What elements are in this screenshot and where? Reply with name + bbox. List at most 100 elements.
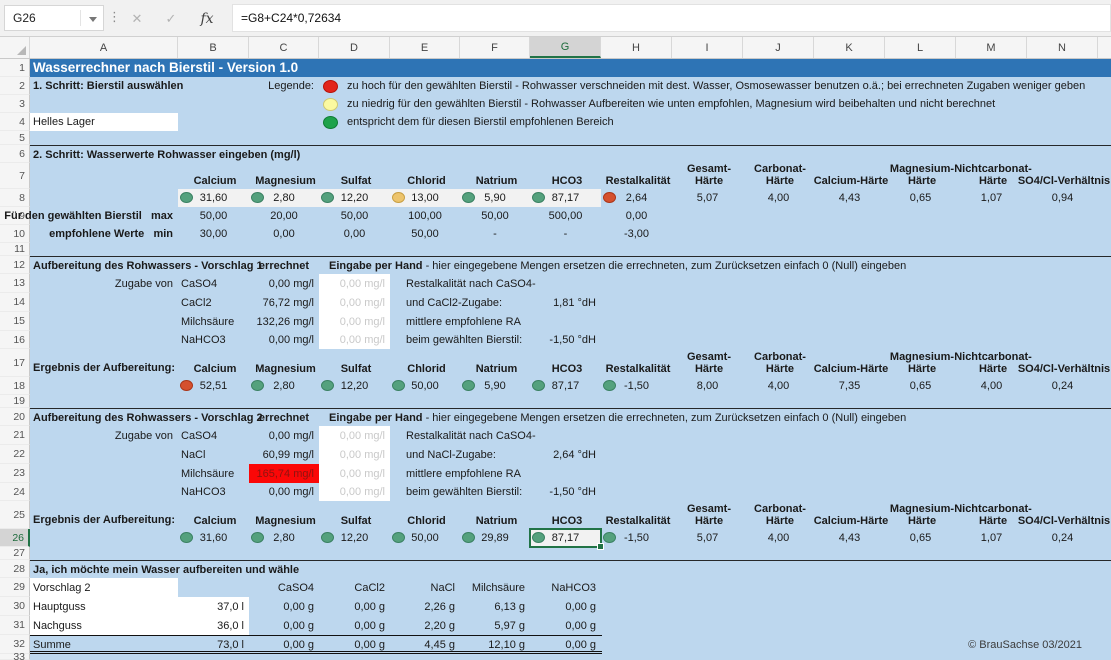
row-header-1[interactable]: 1 bbox=[0, 59, 30, 77]
cell-B10: 30,00 bbox=[178, 225, 249, 243]
cell-text: Magnesium bbox=[255, 514, 316, 527]
column-header-B[interactable]: B bbox=[178, 37, 249, 58]
row-header-5[interactable]: 5 bbox=[0, 131, 30, 145]
row-header-25[interactable]: 25 bbox=[0, 501, 30, 529]
cell-C13: 0,00 mg/l bbox=[249, 274, 319, 293]
cell-D32: 0,00 g bbox=[319, 635, 390, 654]
cell-D8[interactable]: 12,20 bbox=[319, 189, 390, 207]
cell-D13[interactable]: 0,00 mg/l bbox=[319, 274, 390, 293]
name-box-dropdown-icon[interactable] bbox=[89, 17, 97, 22]
cell-text: 0,65 bbox=[909, 380, 932, 392]
row-header-33[interactable]: 33 bbox=[0, 651, 30, 660]
select-all-corner[interactable] bbox=[0, 37, 30, 58]
enter-icon[interactable]: ✓ bbox=[165, 11, 177, 26]
cell-text: Chlorid bbox=[407, 174, 446, 187]
row-header-6[interactable]: 6 bbox=[0, 145, 30, 163]
cell-F8[interactable]: 5,90 bbox=[460, 189, 530, 207]
cell-text: 0,00 g bbox=[565, 600, 596, 613]
row-header-11[interactable]: 11 bbox=[0, 243, 30, 256]
row-header-10[interactable]: 10 bbox=[0, 225, 30, 243]
cell-C8[interactable]: 2,80 bbox=[249, 189, 319, 207]
cell-B30[interactable]: 37,0 l bbox=[178, 597, 249, 616]
cell-D15[interactable]: 0,00 mg/l bbox=[319, 312, 390, 331]
column-header-N[interactable]: N bbox=[1027, 37, 1098, 58]
cell-text: 87,17 bbox=[551, 532, 580, 544]
row-header-31[interactable]: 31 bbox=[0, 616, 30, 635]
cell-text: CaSO4 bbox=[181, 429, 218, 442]
insert-function-icon[interactable]: fx bbox=[200, 11, 214, 27]
row-22: 22 NaCl 60,99 mg/l 0,00 mg/l und NaCl-Zugabe… bbox=[0, 445, 1111, 464]
row-header-27[interactable]: 27 bbox=[0, 547, 30, 560]
row-header-13[interactable]: 13 bbox=[0, 274, 30, 293]
row-header-19[interactable]: 19 bbox=[0, 395, 30, 408]
column-header-F[interactable]: F bbox=[460, 37, 530, 58]
column-header-A[interactable]: A bbox=[30, 37, 178, 58]
column-header-K[interactable]: K bbox=[814, 37, 885, 58]
cell-G8[interactable]: 87,17 bbox=[530, 189, 601, 207]
cell-G29: NaHCO3 bbox=[530, 578, 601, 597]
cell-text: NaCl bbox=[430, 581, 455, 594]
cell-A30[interactable]: Hauptguss bbox=[30, 597, 178, 616]
cell-G26[interactable]: 87,17 bbox=[529, 528, 604, 550]
row-2: 2 1. Schritt: Bierstil auswählen Legende: z… bbox=[0, 77, 1111, 95]
row-header-14[interactable]: 14 bbox=[0, 293, 30, 312]
cell-D21[interactable]: 0,00 mg/l bbox=[319, 426, 390, 445]
row-header-17[interactable]: 17 bbox=[0, 349, 30, 377]
column-header-M[interactable]: M bbox=[956, 37, 1027, 58]
cell-C32: 0,00 g bbox=[249, 635, 319, 654]
cell-text: 5,07 bbox=[696, 532, 719, 544]
cell-text: -1,50 °dH bbox=[549, 334, 596, 346]
cell-A20: Aufbereitung des Rohwassers - Vorschlag … bbox=[30, 409, 263, 426]
column-header-I[interactable]: I bbox=[672, 37, 743, 58]
cell-D24[interactable]: 0,00 mg/l bbox=[319, 483, 390, 501]
row-27: 27 bbox=[0, 547, 1111, 560]
row-header-24[interactable]: 24 bbox=[0, 483, 30, 501]
column-header-E[interactable]: E bbox=[390, 37, 460, 58]
row-header-2[interactable]: 2 bbox=[0, 77, 30, 95]
cell-E13: Restalkalität nach CaSO4- bbox=[390, 274, 536, 293]
name-box[interactable]: G26 bbox=[4, 5, 104, 31]
status-dot-green bbox=[532, 380, 545, 391]
row-header-20[interactable]: 20 bbox=[0, 408, 30, 426]
row-header-21[interactable]: 21 bbox=[0, 426, 30, 445]
cell-A4[interactable]: Helles Lager bbox=[30, 113, 178, 131]
cell-B8[interactable]: 31,60 bbox=[178, 189, 249, 207]
formula-input[interactable]: =G8+C24*0,72634 bbox=[232, 4, 1111, 32]
row-header-8[interactable]: 8 bbox=[0, 189, 30, 207]
row-header-4[interactable]: 4 bbox=[0, 113, 30, 131]
row-header-23[interactable]: 23 bbox=[0, 464, 30, 483]
cell-text: 73,0 l bbox=[217, 638, 244, 651]
row-header-7[interactable]: 7 bbox=[0, 163, 30, 189]
row-header-9[interactable]: 9 bbox=[0, 207, 30, 225]
row-header-30[interactable]: 30 bbox=[0, 597, 30, 616]
column-header-C[interactable]: C bbox=[249, 37, 319, 58]
row-header-26[interactable]: 26 bbox=[0, 529, 30, 547]
status-dot-red bbox=[323, 79, 338, 93]
cell-D22[interactable]: 0,00 mg/l bbox=[319, 445, 390, 464]
row-header-29[interactable]: 29 bbox=[0, 578, 30, 597]
row-header-3[interactable]: 3 bbox=[0, 95, 30, 113]
column-header-D[interactable]: D bbox=[319, 37, 390, 58]
cell-D14[interactable]: 0,00 mg/l bbox=[319, 293, 390, 312]
row-header-28[interactable]: 28 bbox=[0, 560, 30, 578]
cell-H9: 0,00 bbox=[601, 207, 672, 225]
row-header-12[interactable]: 12 bbox=[0, 256, 30, 274]
cell-E8[interactable]: 13,00 bbox=[390, 189, 460, 207]
cell-D16[interactable]: 0,00 mg/l bbox=[319, 331, 390, 349]
row-header-18[interactable]: 18 bbox=[0, 377, 30, 395]
cell-A31[interactable]: Nachguss bbox=[30, 616, 178, 635]
column-header-H[interactable]: H bbox=[601, 37, 672, 58]
row-header-16[interactable]: 16 bbox=[0, 331, 30, 349]
cell-D23[interactable]: 0,00 mg/l bbox=[319, 464, 390, 483]
row-header-22[interactable]: 22 bbox=[0, 445, 30, 464]
row-header-15[interactable]: 15 bbox=[0, 312, 30, 331]
cell-M25: Nichtcarbonat- Härte bbox=[941, 501, 1042, 529]
column-header-L[interactable]: L bbox=[885, 37, 956, 58]
row-header-32[interactable]: 32 bbox=[0, 635, 30, 654]
column-header-J[interactable]: J bbox=[743, 37, 814, 58]
column-header-G[interactable]: G bbox=[530, 37, 601, 58]
cell-B31[interactable]: 36,0 l bbox=[178, 616, 249, 635]
cell-text: 37,0 l bbox=[217, 600, 244, 613]
cell-A29[interactable]: Vorschlag 2 bbox=[30, 578, 178, 597]
cancel-icon[interactable]: ✕ bbox=[131, 11, 143, 26]
